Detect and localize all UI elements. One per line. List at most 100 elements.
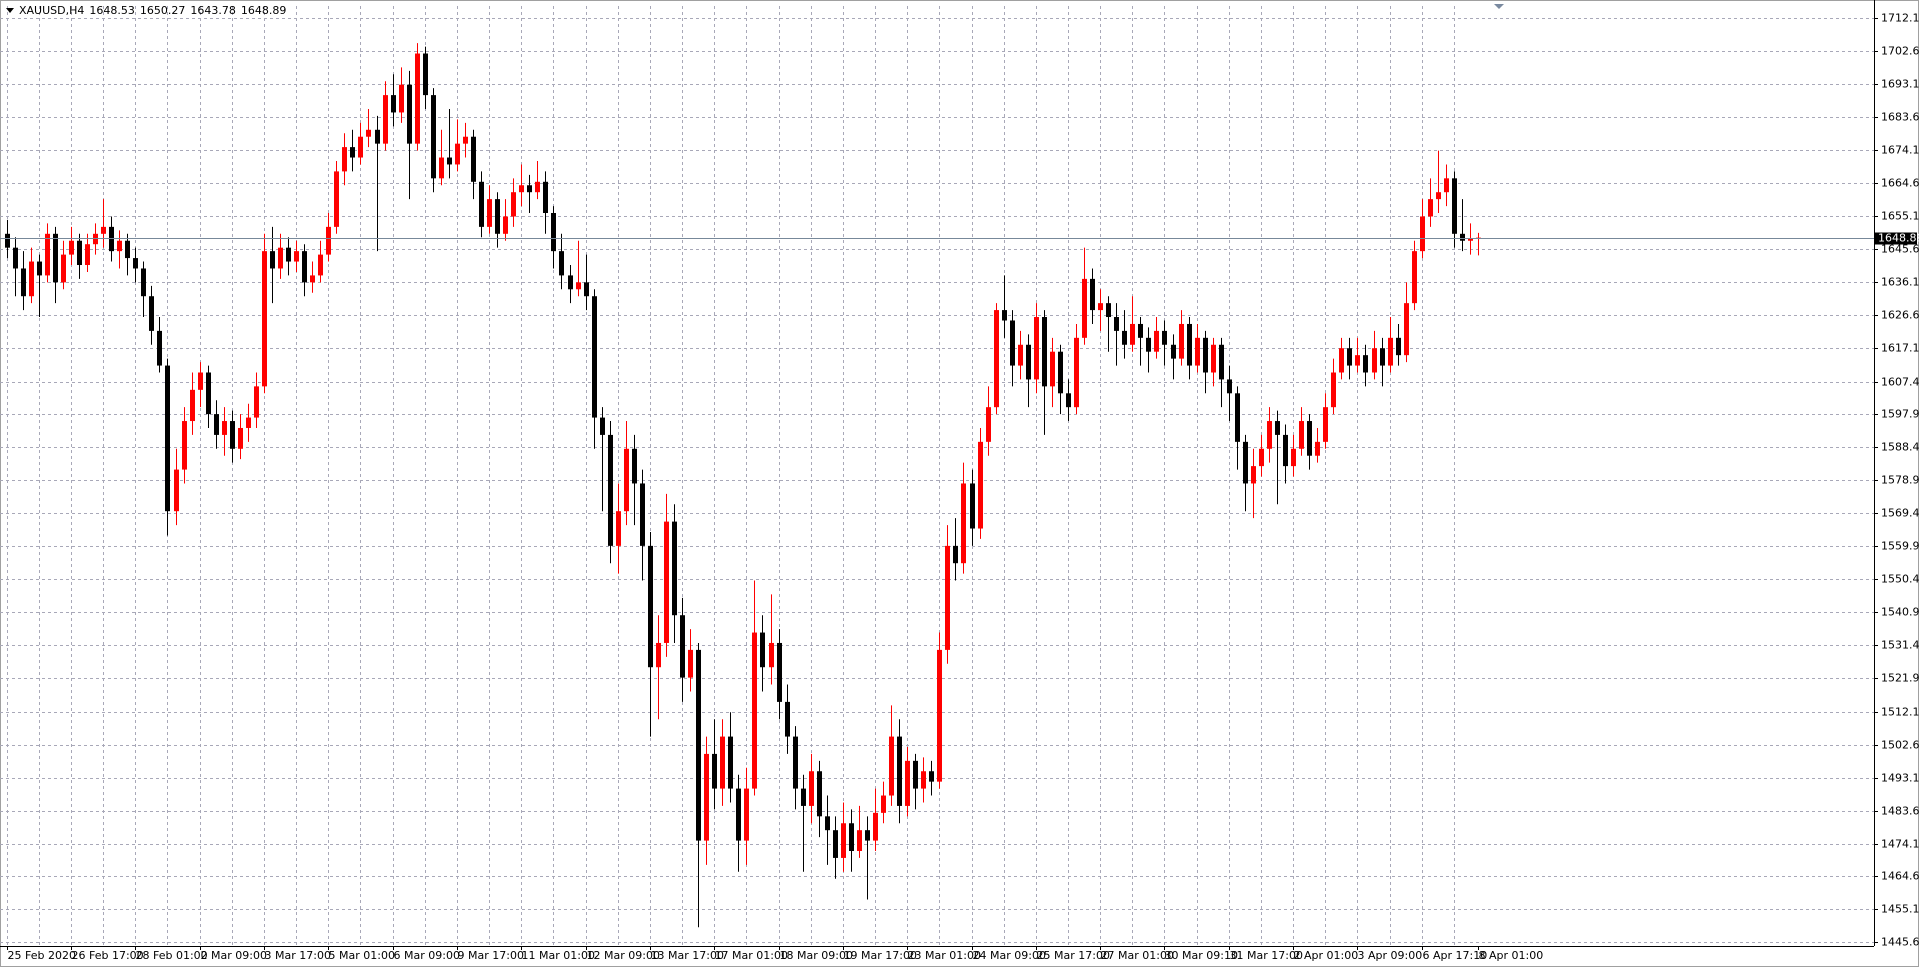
candle-body (318, 254, 323, 276)
candle-body (1283, 434, 1288, 467)
candle-body (1267, 421, 1272, 449)
x-tick-label: 26 Feb 17:00 (72, 949, 144, 962)
y-tick-label: 1531.40 (1881, 639, 1920, 652)
header-icon (6, 7, 14, 13)
candle-body (897, 736, 902, 806)
close: 1648.89 (240, 4, 287, 17)
candle-body (1396, 337, 1401, 356)
candle-body (278, 247, 283, 269)
candle-body (463, 136, 468, 144)
candle-body (1002, 310, 1007, 321)
x-tick-label: 11 Mar 01:00 (522, 949, 595, 962)
candle-body (1154, 330, 1159, 352)
y-tick-label: 1597.90 (1881, 408, 1920, 421)
candle-body (1460, 233, 1465, 241)
candle-body (809, 771, 814, 806)
candle-body (905, 760, 910, 806)
x-tick-label: 25 Mar 17:00 (1037, 949, 1110, 962)
candle-body (527, 185, 532, 193)
candle-body (1243, 441, 1248, 484)
candle-body (399, 84, 404, 113)
candle-body (1187, 323, 1192, 366)
candle-body (616, 511, 621, 546)
candle-body (1404, 303, 1409, 356)
y-tick-label: 1702.65 (1881, 45, 1920, 58)
candle-body (190, 389, 195, 422)
candle-body (294, 251, 299, 262)
candle-body (592, 296, 597, 418)
y-tick-label: 1474.15 (1881, 838, 1920, 851)
x-tick-label: 2 Apr 01:00 (1294, 949, 1359, 962)
candle-body (1106, 303, 1111, 318)
candle-body (1098, 303, 1103, 311)
candle-body (270, 251, 275, 269)
candle-body (109, 226, 114, 252)
candle-body (117, 240, 122, 252)
candle-body (1251, 466, 1256, 484)
x-tick-label: 31 Mar 17:00 (1230, 949, 1303, 962)
x-tick-label: 18 Mar 09:00 (780, 949, 853, 962)
candle-body (1114, 317, 1119, 331)
shift-marker (1494, 4, 1504, 9)
candle-body (415, 53, 420, 144)
candle-body (801, 788, 806, 806)
x-tick-label: 6 Mar 09:00 (394, 949, 460, 962)
candle-body (913, 760, 918, 789)
candle-body (833, 830, 838, 858)
candle-body (937, 649, 942, 782)
y-tick-label: 1559.90 (1881, 540, 1920, 553)
candle-body (1227, 379, 1232, 394)
candle-body (29, 261, 34, 297)
candle-body (656, 642, 661, 668)
candle-body (157, 330, 162, 366)
candle-body (479, 181, 484, 227)
y-tick-label: 1493.15 (1881, 772, 1920, 785)
candle-body (793, 736, 798, 789)
x-tick-label: 17 Mar 01:00 (715, 949, 788, 962)
x-tick-label: 2 Mar 09:00 (201, 949, 267, 962)
candle-body (857, 830, 862, 851)
candle-body (487, 199, 492, 227)
candle-body (680, 615, 685, 678)
candle-body (1444, 178, 1449, 193)
candle-body (286, 247, 291, 262)
candle-body (953, 545, 958, 564)
candle-body (1066, 393, 1071, 408)
y-tick-label: 1540.90 (1881, 606, 1920, 619)
candle-body (230, 421, 235, 449)
candle-body (238, 427, 243, 449)
candle-body (1146, 337, 1151, 352)
candle-body (769, 642, 774, 668)
y-tick-label: 1464.65 (1881, 870, 1920, 883)
candle-body (1010, 320, 1015, 366)
candle-body (1162, 330, 1167, 345)
candle-body (986, 407, 991, 442)
candle-body (101, 226, 106, 234)
candle-body (1307, 421, 1312, 456)
candle-body (5, 233, 10, 248)
candle-body (495, 199, 500, 234)
candle-body (77, 240, 82, 266)
x-tick-label: 30 Mar 09:10 (1165, 949, 1238, 962)
y-tick-label: 1636.15 (1881, 276, 1920, 289)
candle-body (53, 233, 58, 283)
candle-body (961, 483, 966, 564)
x-tick-label: 28 Feb 01:00 (136, 949, 208, 962)
candle-body (310, 275, 315, 283)
candle-body (1179, 323, 1184, 359)
candle-body (1388, 337, 1393, 366)
candle-body (174, 469, 179, 512)
x-tick-label: 23 Mar 01:00 (908, 949, 981, 962)
y-tick-label: 1645.65 (1881, 243, 1920, 256)
candle-body (543, 181, 548, 214)
candle-body (849, 823, 854, 851)
y-tick-label: 1617.15 (1881, 342, 1920, 355)
candle-body (21, 268, 26, 297)
candle-body (1452, 178, 1457, 234)
candle-body (206, 372, 211, 415)
candle-body (366, 129, 371, 137)
candle-body (383, 95, 388, 144)
candle-body (1074, 337, 1079, 408)
